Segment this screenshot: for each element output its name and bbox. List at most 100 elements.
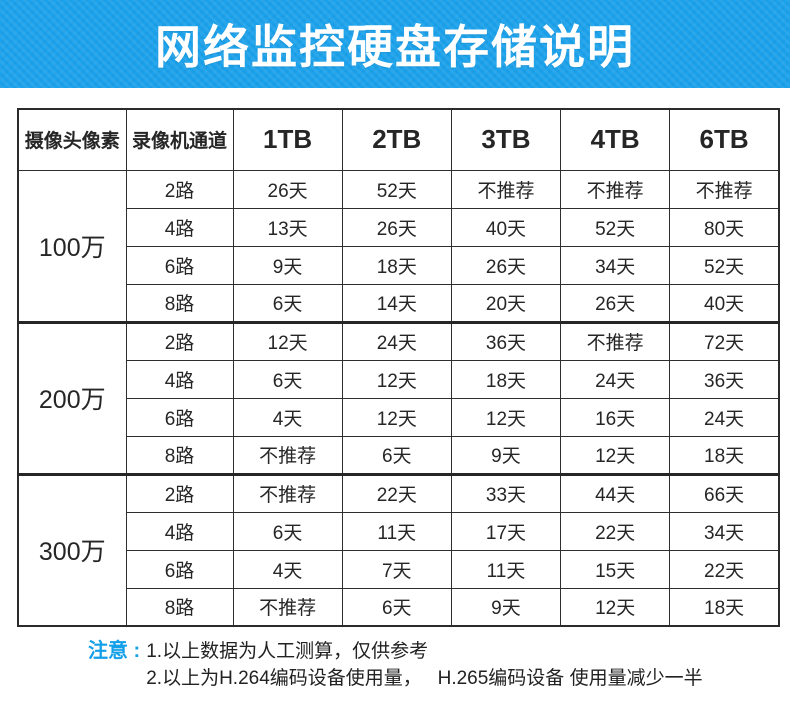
value-cell: 66天	[669, 472, 780, 513]
col-header-4: 3TB	[450, 108, 562, 171]
value-cell: 20天	[450, 283, 562, 323]
value-cell: 15天	[560, 549, 671, 589]
note-line-1: 1.以上数据为人工测算，仅供参考	[146, 641, 429, 662]
channel-cell: 2路	[125, 320, 234, 361]
value-cell: 9天	[232, 245, 343, 285]
value-cell: 26天	[232, 169, 343, 209]
value-cell: 36天	[450, 320, 562, 361]
value-cell: 12天	[341, 359, 452, 399]
notes: 注意 : 1.以上数据为人工测算，仅供参考 2.以上为H.264编码设备使用量，…	[88, 638, 703, 692]
pixel-group-label: 100万	[17, 169, 127, 323]
value-cell: 80天	[669, 207, 780, 247]
value-cell: 36天	[669, 359, 780, 399]
value-cell: 9天	[450, 587, 562, 627]
page-title: 网络监控硬盘存储说明	[155, 21, 635, 73]
value-cell: 52天	[341, 169, 452, 209]
value-cell: 40天	[669, 283, 780, 323]
value-cell: 22天	[560, 511, 671, 551]
channel-cell: 6路	[125, 397, 234, 437]
value-cell: 52天	[560, 207, 671, 247]
storage-table-body: 摄像头像素 录像机通道 1TB 2TB 3TB 4TB 6TB 100万 2路 26天 52天 不推荐…	[17, 108, 780, 627]
col-header-2: 1TB	[232, 108, 343, 171]
table-row: 4路 6天 11天 17天 22天 34天	[18, 511, 780, 551]
value-cell: 6天	[341, 435, 452, 475]
table-row: 6路 9天 18天 26天 34天 52天	[18, 245, 780, 285]
channel-cell: 8路	[125, 435, 234, 475]
value-cell: 14天	[341, 283, 452, 323]
value-cell: 6天	[232, 359, 343, 399]
table-row: 200万 2路 12天 24天 36天 不推荐 72天	[17, 320, 780, 475]
channel-cell: 2路	[125, 472, 234, 513]
pixel-group-label: 300万	[17, 472, 127, 627]
channel-cell: 6路	[125, 549, 234, 589]
value-cell: 34天	[560, 245, 671, 285]
title-banner: 网络监控硬盘存储说明	[0, 0, 790, 88]
col-header-3: 2TB	[341, 108, 452, 171]
value-cell: 12天	[560, 587, 671, 627]
table-row: 100万 2路 26天 52天 不推荐 不推荐 不推荐	[17, 169, 780, 323]
value-cell: 不推荐	[232, 435, 343, 475]
channel-cell: 6路	[125, 245, 234, 285]
value-cell: 12天	[232, 320, 343, 361]
value-cell: 6天	[232, 511, 343, 551]
value-cell: 52天	[669, 245, 780, 285]
table-row: 8路 6天 14天 20天 26天 40天	[18, 283, 780, 323]
value-cell: 17天	[450, 511, 562, 551]
value-cell: 18天	[669, 587, 780, 627]
col-header-6: 6TB	[669, 108, 780, 171]
value-cell: 26天	[450, 245, 562, 285]
value-cell: 4天	[232, 397, 343, 437]
value-cell: 44天	[560, 472, 671, 513]
value-cell: 24天	[341, 320, 452, 361]
value-cell: 22天	[669, 549, 780, 589]
value-cell: 40天	[450, 207, 562, 247]
value-cell: 12天	[450, 397, 562, 437]
storage-table: 摄像头像素 录像机通道 1TB 2TB 3TB 4TB 6TB 100万 2路 26天 52天 不推荐…	[17, 108, 780, 627]
table-row: 8路 不推荐 6天 9天 12天 18天	[18, 587, 780, 627]
value-cell: 9天	[450, 435, 562, 475]
table-row: 8路 不推荐 6天 9天 12天 18天	[18, 435, 780, 475]
value-cell: 4天	[232, 549, 343, 589]
value-cell: 33天	[450, 472, 562, 513]
value-cell: 22天	[341, 472, 452, 513]
value-cell: 不推荐	[669, 169, 780, 209]
col-header-5: 4TB	[560, 108, 671, 171]
value-cell: 不推荐	[232, 472, 343, 513]
value-cell: 24天	[560, 359, 671, 399]
value-cell: 18天	[341, 245, 452, 285]
value-cell: 6天	[341, 587, 452, 627]
notes-lines: 1.以上数据为人工测算，仅供参考 2.以上为H.264编码设备使用量， H.26…	[146, 638, 702, 692]
note-line-2: 2.以上为H.264编码设备使用量， H.265编码设备 使用量减少一半	[146, 668, 703, 689]
table-row: 4路 6天 12天 18天 24天 36天	[18, 359, 780, 399]
value-cell: 12天	[560, 435, 671, 475]
value-cell: 7天	[341, 549, 452, 589]
channel-cell: 4路	[125, 359, 234, 399]
table-row: 4路 13天 26天 40天 52天 80天	[18, 207, 780, 247]
value-cell: 13天	[232, 207, 343, 247]
value-cell: 11天	[341, 511, 452, 551]
value-cell: 不推荐	[560, 320, 671, 361]
value-cell: 18天	[450, 359, 562, 399]
table-row: 6路 4天 7天 11天 15天 22天	[18, 549, 780, 589]
value-cell: 11天	[450, 549, 562, 589]
col-header-0: 摄像头像素	[17, 108, 127, 171]
value-cell: 6天	[232, 283, 343, 323]
channel-cell: 8路	[125, 283, 234, 323]
pixel-group-label: 200万	[17, 320, 127, 475]
col-header-1: 录像机通道	[125, 108, 234, 171]
value-cell: 26天	[560, 283, 671, 323]
notes-label: 注意 :	[88, 640, 141, 662]
value-cell: 18天	[669, 435, 780, 475]
value-cell: 24天	[669, 397, 780, 437]
value-cell: 72天	[669, 320, 780, 361]
channel-cell: 4路	[125, 511, 234, 551]
table-row: 6路 4天 12天 12天 16天 24天	[18, 397, 780, 437]
value-cell: 34天	[669, 511, 780, 551]
value-cell: 12天	[341, 397, 452, 437]
channel-cell: 2路	[125, 169, 234, 209]
value-cell: 不推荐	[450, 169, 562, 209]
channel-cell: 8路	[125, 587, 234, 627]
value-cell: 不推荐	[232, 587, 343, 627]
value-cell: 不推荐	[560, 169, 671, 209]
